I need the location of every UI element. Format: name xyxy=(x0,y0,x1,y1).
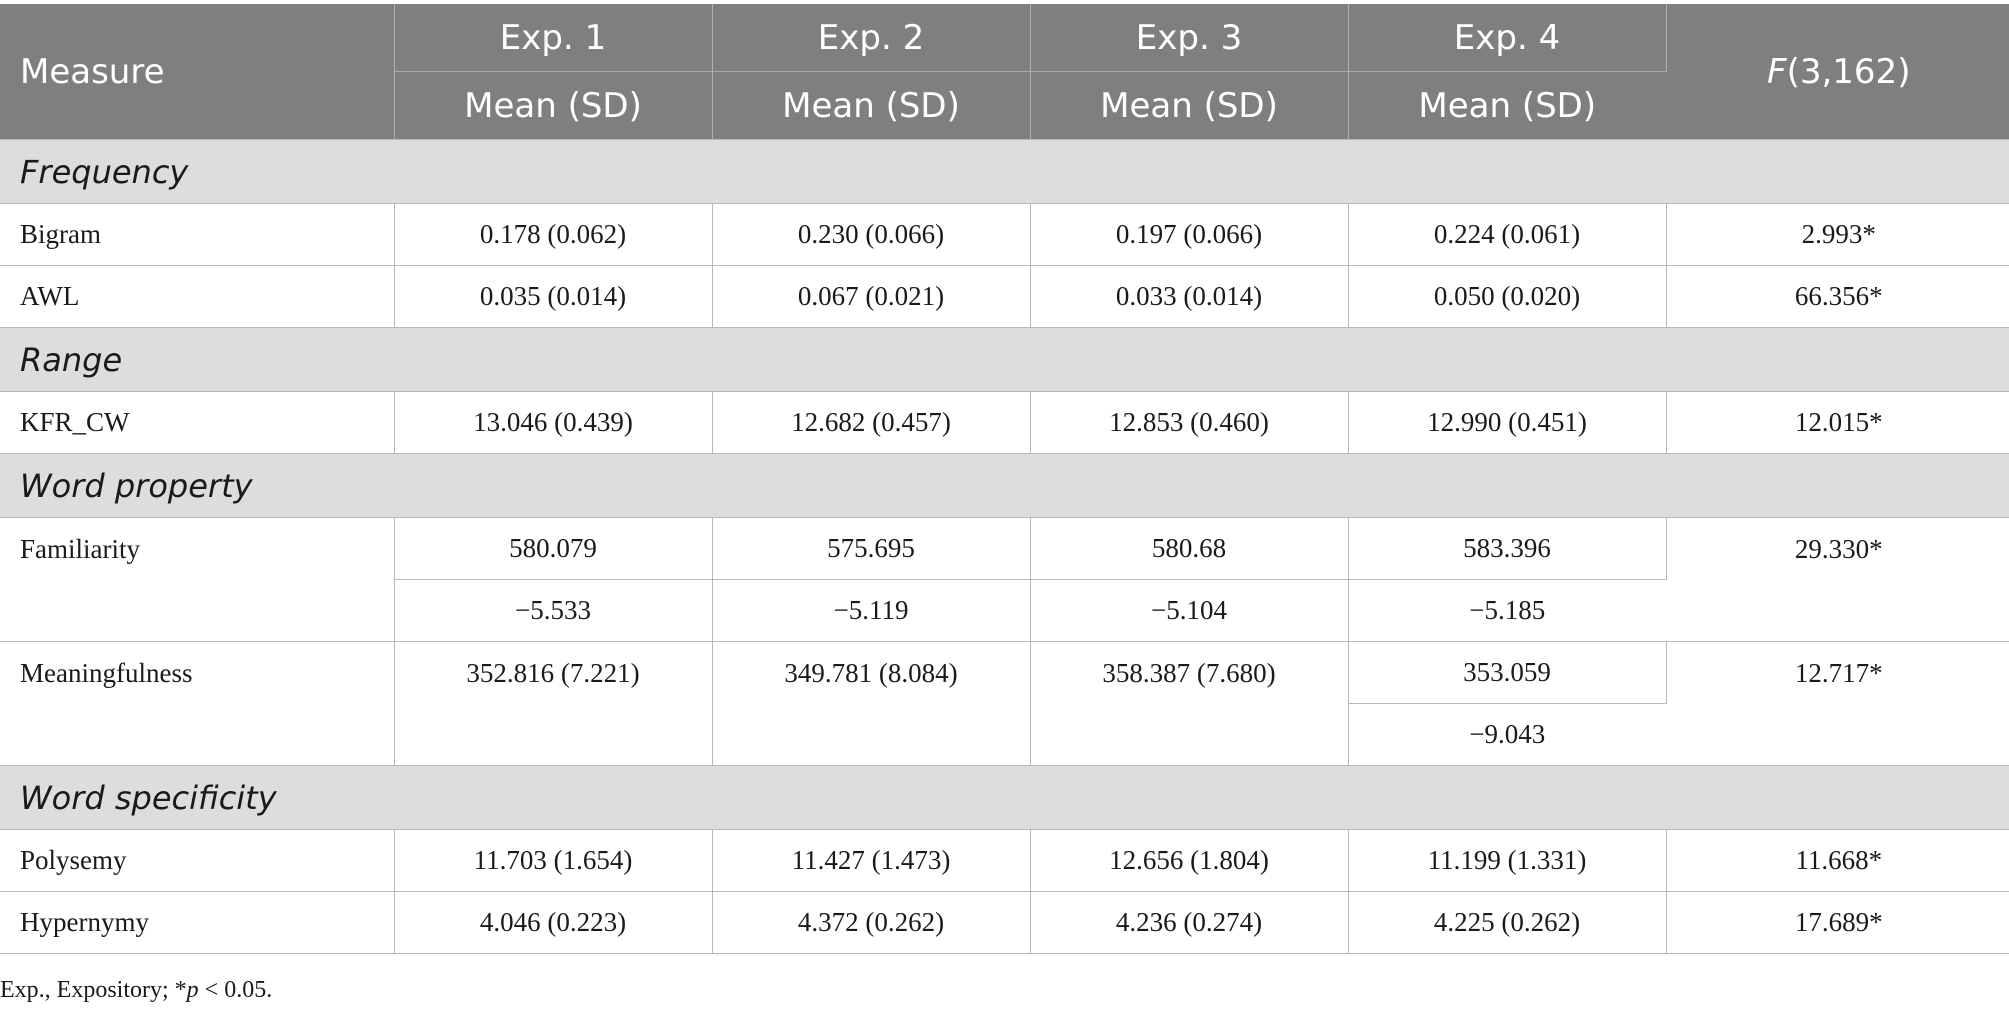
footnote-suffix: < 0.05. xyxy=(198,977,273,1003)
exp4-subheader: Mean (SD) xyxy=(1348,71,1666,140)
cell-exp3: 4.236 (0.274) xyxy=(1030,891,1349,954)
cell-exp4: −5.185 xyxy=(1348,579,1666,642)
cell-exp1: 0.035 (0.014) xyxy=(394,265,713,328)
cell-exp4: 11.199 (1.331) xyxy=(1348,829,1667,892)
cell-exp3: 12.656 (1.804) xyxy=(1030,829,1349,892)
cell-exp3: 358.387 (7.680) xyxy=(1030,641,1349,766)
footnote-prefix: Exp., Expository; * xyxy=(0,977,187,1003)
exp3-subheader: Mean (SD) xyxy=(1030,71,1349,140)
exp4-header: Exp. 4 xyxy=(1348,4,1667,72)
cell-f: 11.668* xyxy=(1666,829,2009,892)
section-row-word-specificity: Word specificity xyxy=(0,765,2009,830)
cell-exp4: 12.990 (0.451) xyxy=(1348,391,1667,454)
cell-f: 66.356* xyxy=(1666,265,2009,328)
section-title: Word property xyxy=(0,453,2009,518)
table-row: Hypernymy 4.046 (0.223) 4.372 (0.262) 4.… xyxy=(0,891,2009,954)
table-row-meaningfulness-sd: −9.043 xyxy=(0,703,2009,766)
cell-exp3: 580.68 xyxy=(1030,517,1349,580)
cell-f: 12.717* xyxy=(1666,641,2009,766)
cell-exp1: −5.533 xyxy=(394,579,713,642)
cell-exp4: 583.396 xyxy=(1348,517,1667,580)
footnote-p: p xyxy=(186,977,199,1003)
cell-exp2: 0.067 (0.021) xyxy=(712,265,1031,328)
cell-f: 12.015* xyxy=(1666,391,2009,454)
exp2-header: Exp. 2 xyxy=(712,4,1031,72)
exp3-header: Exp. 3 xyxy=(1030,4,1349,72)
table-row-familiarity-sd: −5.533 −5.119 −5.104 −5.185 xyxy=(0,579,2009,642)
cell-exp1: 580.079 xyxy=(394,517,713,580)
row-label: AWL xyxy=(0,265,395,328)
cell-exp1: 13.046 (0.439) xyxy=(394,391,713,454)
cell-exp1: 0.178 (0.062) xyxy=(394,203,713,266)
cell-exp1: 4.046 (0.223) xyxy=(394,891,713,954)
measure-header: Measure xyxy=(0,4,395,140)
cell-exp1: 352.816 (7.221) xyxy=(394,641,713,766)
table-row-familiarity: Familiarity 580.079 575.695 580.68 583.3… xyxy=(0,517,2009,642)
section-row-word-property: Word property xyxy=(0,453,2009,518)
table-row-meaningfulness: Meaningfulness 352.816 (7.221) 349.781 (… xyxy=(0,641,2009,766)
cell-exp2: 11.427 (1.473) xyxy=(712,829,1031,892)
cell-exp4: 0.224 (0.061) xyxy=(1348,203,1667,266)
section-row-range: Range xyxy=(0,327,2009,392)
row-label: Bigram xyxy=(0,203,395,266)
table-row: AWL 0.035 (0.014) 0.067 (0.021) 0.033 (0… xyxy=(0,265,2009,328)
exp1-header: Exp. 1 xyxy=(394,4,713,72)
cell-f: 17.689* xyxy=(1666,891,2009,954)
section-title: Range xyxy=(0,327,2009,392)
row-label: Hypernymy xyxy=(0,891,395,954)
table-row: Polysemy 11.703 (1.654) 11.427 (1.473) 1… xyxy=(0,829,2009,892)
cell-exp3: 0.033 (0.014) xyxy=(1030,265,1349,328)
cell-exp4: 4.225 (0.262) xyxy=(1348,891,1667,954)
exp1-subheader: Mean (SD) xyxy=(394,71,713,140)
cell-exp2: 12.682 (0.457) xyxy=(712,391,1031,454)
f-statistic-header: F(3,162) xyxy=(1666,4,2009,140)
exp2-subheader: Mean (SD) xyxy=(712,71,1031,140)
cell-exp2: −5.119 xyxy=(712,579,1031,642)
cell-exp3: 0.197 (0.066) xyxy=(1030,203,1349,266)
cell-exp2: 4.372 (0.262) xyxy=(712,891,1031,954)
section-title: Frequency xyxy=(0,139,2009,204)
statistics-table: Measure Exp. 1 Exp. 2 Exp. 3 Exp. 4 F(3,… xyxy=(0,4,2009,954)
cell-exp4: 0.050 (0.020) xyxy=(1348,265,1667,328)
f-args: (3,162) xyxy=(1786,51,1911,92)
f-letter: F xyxy=(1767,51,1787,92)
table-header: Measure Exp. 1 Exp. 2 Exp. 3 Exp. 4 F(3,… xyxy=(0,4,2009,140)
row-label: Polysemy xyxy=(0,829,395,892)
row-label: Familiarity xyxy=(0,517,395,642)
row-label: KFR_CW xyxy=(0,391,395,454)
cell-exp3: −5.104 xyxy=(1030,579,1349,642)
table-row: Bigram 0.178 (0.062) 0.230 (0.066) 0.197… xyxy=(0,203,2009,266)
cell-f: 2.993* xyxy=(1666,203,2009,266)
row-label: Meaningfulness xyxy=(0,641,395,766)
cell-exp3: 12.853 (0.460) xyxy=(1030,391,1349,454)
cell-exp4: −9.043 xyxy=(1348,703,1666,766)
cell-f: 29.330* xyxy=(1666,517,2009,642)
cell-exp2: 349.781 (8.084) xyxy=(712,641,1031,766)
cell-exp4: 353.059 xyxy=(1348,641,1667,704)
cell-exp2: 575.695 xyxy=(712,517,1031,580)
table-row: KFR_CW 13.046 (0.439) 12.682 (0.457) 12.… xyxy=(0,391,2009,454)
section-row-frequency: Frequency xyxy=(0,139,2009,204)
table-footnote: Exp., Expository; *p < 0.05. xyxy=(0,977,272,1004)
cell-exp2: 0.230 (0.066) xyxy=(712,203,1031,266)
cell-exp1: 11.703 (1.654) xyxy=(394,829,713,892)
section-title: Word specificity xyxy=(0,765,2009,830)
